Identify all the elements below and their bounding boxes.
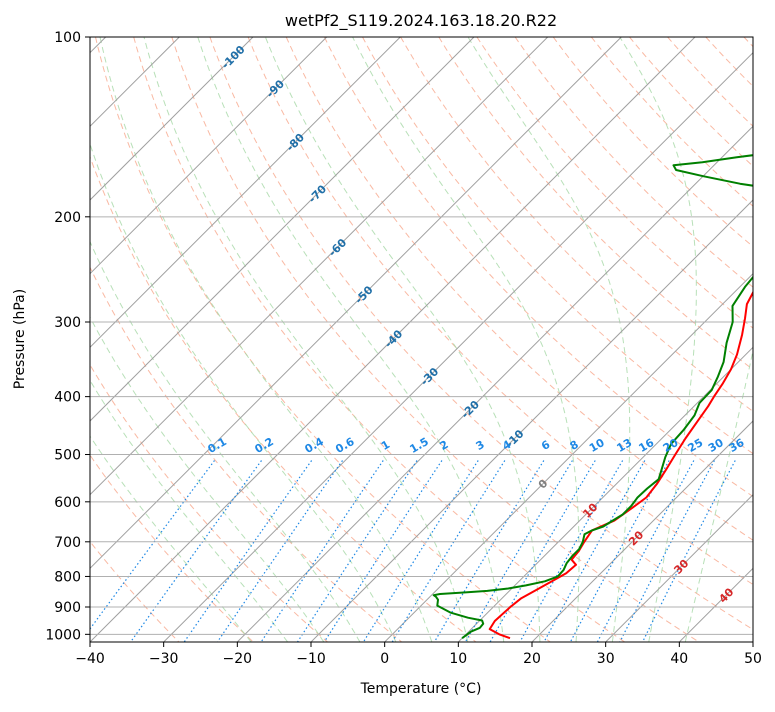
x-tick-label: 10: [449, 651, 467, 667]
mixing-ratio-label: 0.2: [252, 435, 275, 456]
y-tick-label: 900: [54, 600, 81, 616]
x-tick-label: −30: [149, 651, 179, 667]
plot-frame: [90, 37, 753, 642]
temperature-profile: [490, 37, 775, 638]
dry-adiabat: [744, 37, 775, 642]
mixing-ratio-line: [520, 461, 623, 643]
mixing-ratio-label: 8: [568, 438, 581, 453]
mixing-ratio-label: 6: [539, 438, 552, 453]
y-tick-label: 700: [54, 535, 81, 551]
mixing-ratio-line: [434, 461, 543, 643]
x-axis: −40 −30 −20 −10 0 10 20 30 40 50: [75, 642, 762, 667]
dry-adiabat: [668, 37, 775, 642]
isotherm-line: [606, 37, 775, 642]
mixing-ratio-line: [217, 461, 342, 643]
isotherm-line: [0, 37, 474, 642]
mixing-ratio-label: 25: [685, 436, 705, 455]
chart-title: wetPf2_S119.2024.163.18.20.R22: [285, 11, 557, 31]
mixing-ratio-line: [298, 461, 418, 643]
x-tick-label: −20: [223, 651, 253, 667]
x-tick-label: −40: [75, 651, 105, 667]
moist-adiabat: [0, 37, 288, 642]
x-tick-label: 0: [380, 651, 389, 667]
isotherm-label: -70: [306, 182, 329, 205]
y-tick-label: 200: [54, 210, 81, 226]
isotherm-label: -80: [284, 131, 307, 154]
dry-adiabat: [134, 37, 625, 642]
mixing-ratio-line: [131, 461, 262, 643]
mixing-ratio-label: 1: [379, 438, 392, 453]
dry-adiabat: [0, 37, 253, 642]
mixing-ratio-line: [544, 461, 645, 643]
x-tick-label: −10: [296, 651, 326, 667]
mixing-ratio-label: 16: [637, 436, 657, 455]
mixing-ratio-line: [261, 461, 383, 643]
mixing-ratio-label: 30: [706, 436, 726, 455]
isotherm-line: [753, 37, 775, 642]
isotherm-line: [16, 37, 621, 642]
isotherm-line: [0, 37, 400, 642]
mixing-ratio-label: 10: [587, 436, 607, 455]
dry-adiabat: [172, 37, 699, 642]
isotherm-label: -100: [219, 43, 248, 72]
mixing-ratio-line: [643, 461, 736, 643]
dry-adiabat: [210, 37, 773, 642]
x-tick-label: 40: [670, 651, 688, 667]
mixing-ratio-line: [81, 461, 215, 643]
moist-adiabat: [620, 37, 697, 642]
pressure-grid: [90, 37, 753, 634]
moist-adiabat: [198, 37, 504, 642]
moist-adiabat: [63, 37, 396, 642]
isotherm-line: [237, 37, 775, 642]
dry-adiabat: [96, 37, 551, 642]
mixing-ratio-line: [620, 461, 715, 643]
isotherm-line: [311, 37, 775, 642]
y-tick-label: 800: [54, 569, 81, 585]
moist-adiabat: [4, 37, 324, 642]
mixing-ratio-label: 0.4: [302, 435, 326, 456]
x-tick-label: 20: [523, 651, 541, 667]
dry-adiabat: [477, 37, 775, 642]
moist-adiabat: [265, 37, 540, 642]
dry-adiabat: [57, 37, 476, 642]
dry-adiabat: [591, 37, 775, 642]
mixing-ratio-label: 3: [474, 438, 487, 453]
dry-adiabat: [439, 37, 775, 642]
mixing-ratio-line: [465, 461, 572, 643]
y-tick-label: 500: [54, 448, 81, 464]
isotherm-line: [0, 37, 327, 642]
y-tick-label: 600: [54, 495, 81, 511]
x-tick-label: 30: [597, 651, 615, 667]
dry-adiabat: [0, 37, 327, 642]
isotherm-label: -50: [352, 283, 375, 306]
isotherm-line: [0, 37, 253, 642]
y-tick-label: 400: [54, 390, 81, 406]
isotherm-line: [164, 37, 769, 642]
mixing-ratio-label: 13: [614, 436, 634, 455]
y-tick-label: 300: [54, 315, 81, 331]
moist-adiabat: [144, 37, 468, 642]
y-axis: 100 200 300 400 500 600 700 800 900 1000: [45, 30, 90, 643]
mixing-ratio-line: [392, 461, 505, 643]
x-axis-label: Temperature (°C): [360, 681, 482, 697]
mixing-ratio-label: 1.5: [408, 435, 431, 456]
y-tick-label: 1000: [45, 627, 81, 643]
moist-adiabat: [685, 37, 775, 642]
y-tick-label: 100: [54, 30, 81, 46]
y-axis-label: Pressure (hPa): [12, 289, 28, 389]
mixing-ratio-line: [597, 461, 693, 643]
x-tick-label: 50: [744, 651, 762, 667]
